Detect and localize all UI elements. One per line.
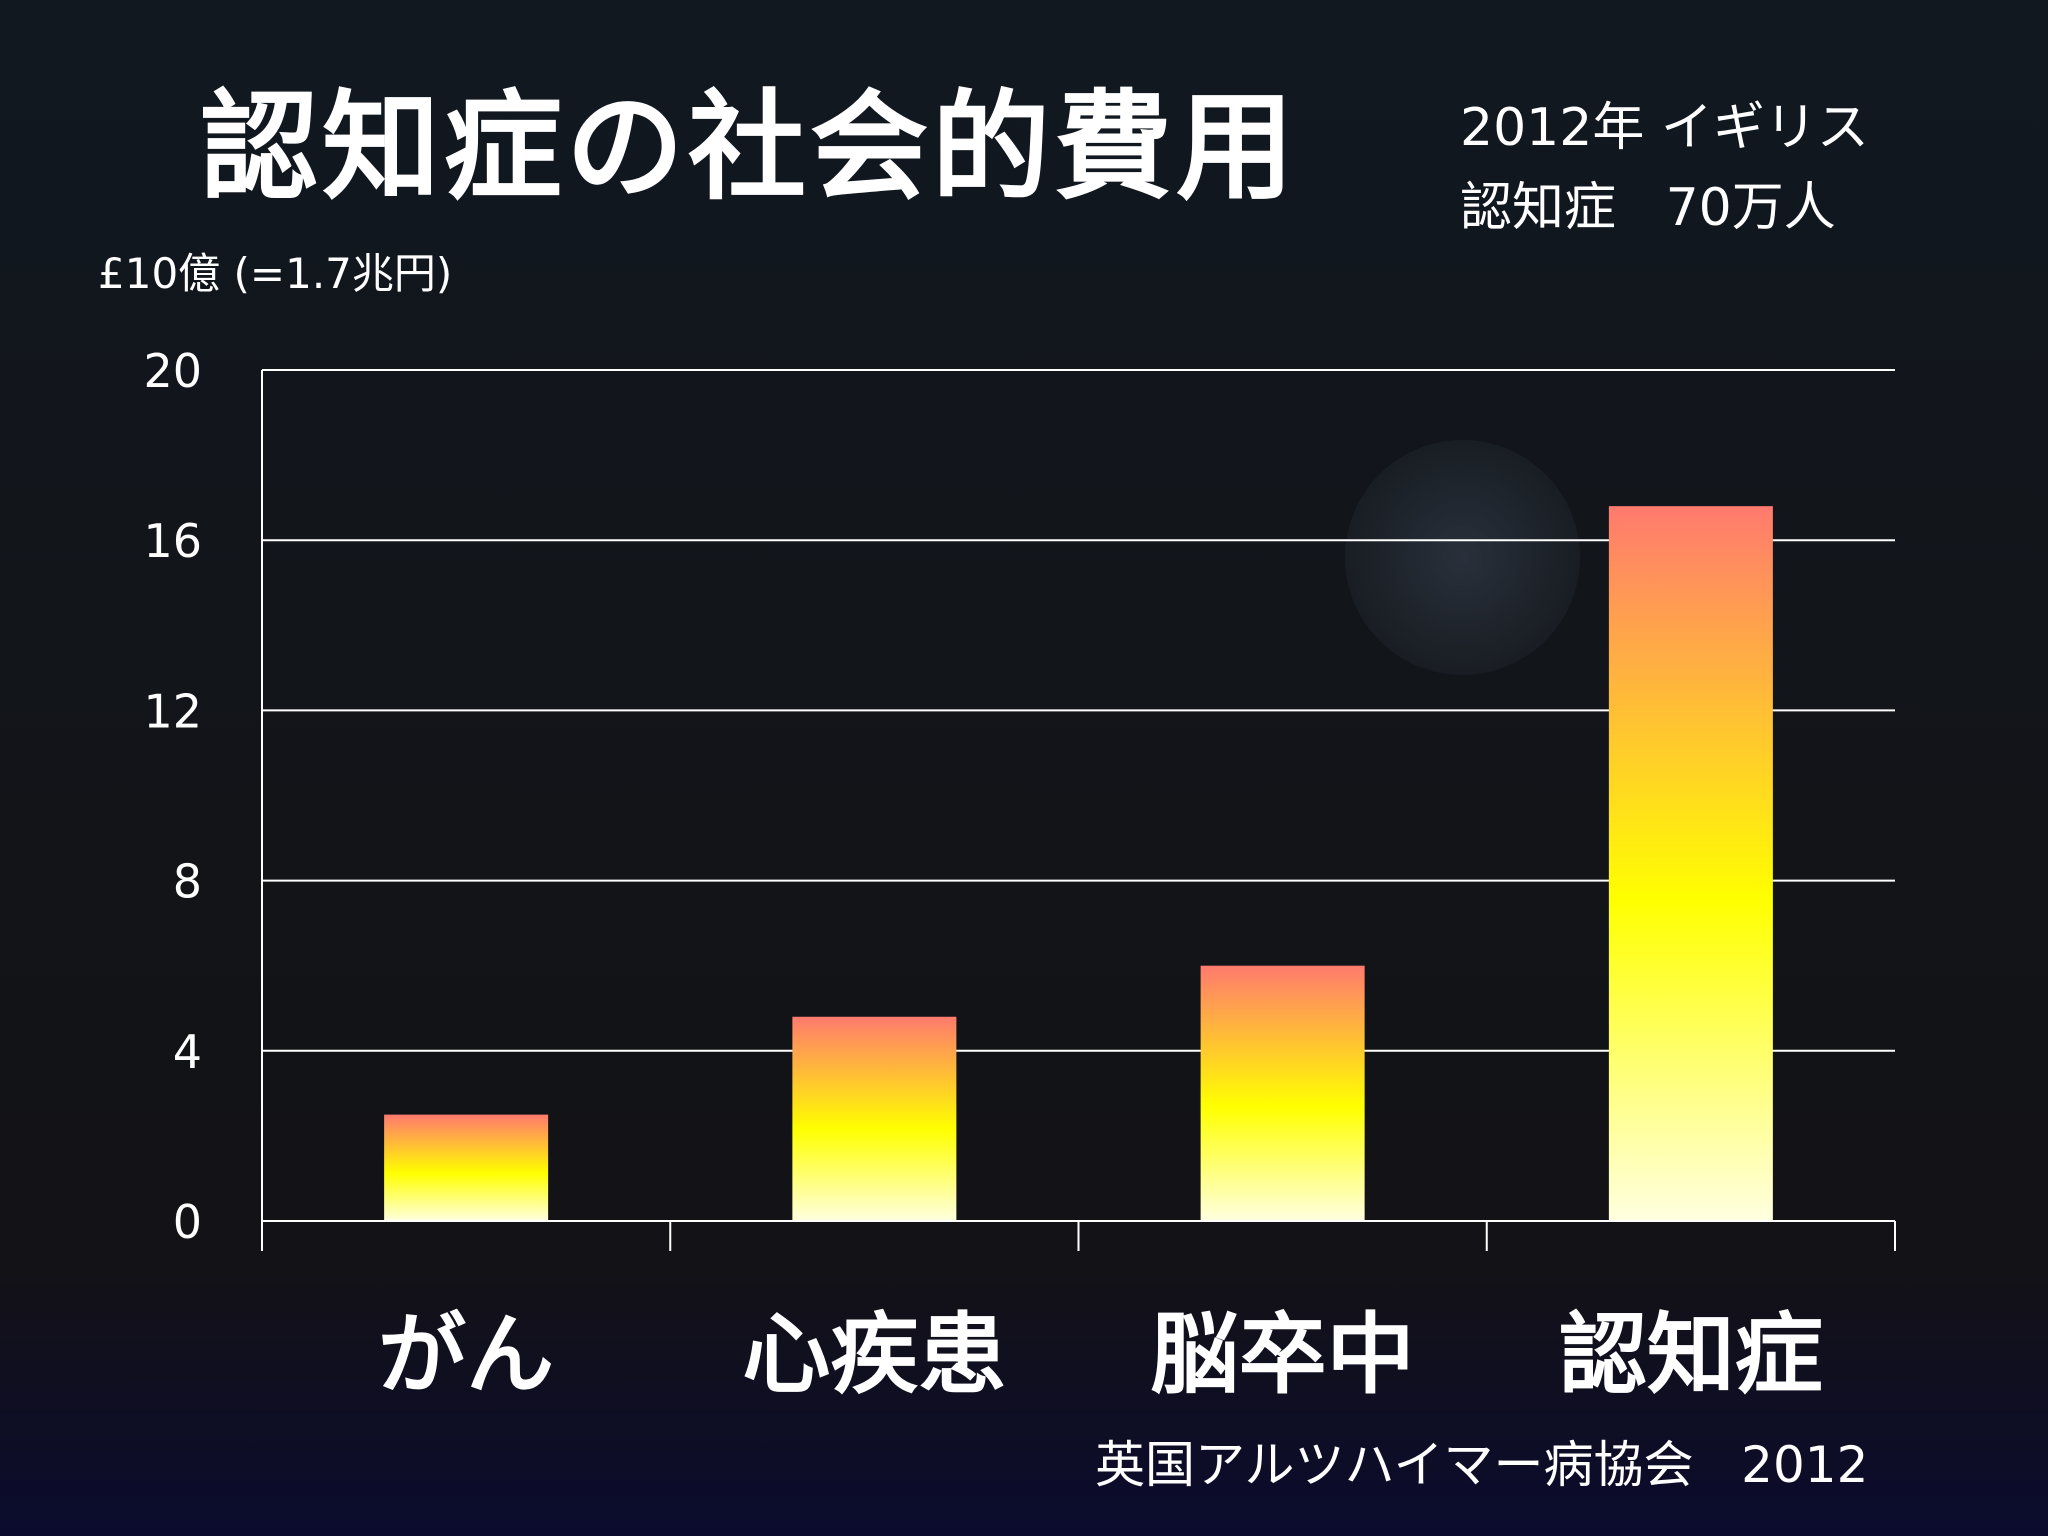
y-tick-label-16: 16 [143,514,202,568]
axes [261,370,1896,1251]
info-patient-count: 認知症 70万人 [1460,178,1836,238]
source-citation: 英国アルツハイマー病協会 2012 [1095,1436,1869,1494]
bar-2 [792,1016,957,1221]
y-tick-label-12: 12 [143,684,202,738]
y-tick-label-20: 20 [143,344,202,398]
y-tick-label-4: 4 [173,1025,202,1079]
info-box: 2012年 イギリス 認知症 70万人 [1460,88,1869,248]
bar-4 [1608,506,1773,1221]
bar-1 [384,1114,549,1221]
background-glow [1345,440,1580,675]
y-axis-unit-label: £10億 (=1.7兆円) [98,249,453,298]
y-tick-label-8: 8 [173,855,202,909]
chart-title: 認知症の社会的費用 [200,78,1299,216]
bars [384,506,1773,1221]
info-year-country: 2012年 イギリス [1460,98,1869,158]
y-tick-label-0: 0 [173,1195,202,1249]
x-category-label-3: 脳卒中 [1151,1303,1415,1406]
x-category-label-1: がん [378,1303,554,1406]
x-category-label-2: 心疾患 [742,1303,1006,1406]
labels: 0 4 8 12 16 20 がん 心疾患 脳卒中 認知症 [143,344,1822,1406]
bar-3 [1200,965,1365,1221]
x-category-label-4: 認知症 [1559,1303,1823,1406]
